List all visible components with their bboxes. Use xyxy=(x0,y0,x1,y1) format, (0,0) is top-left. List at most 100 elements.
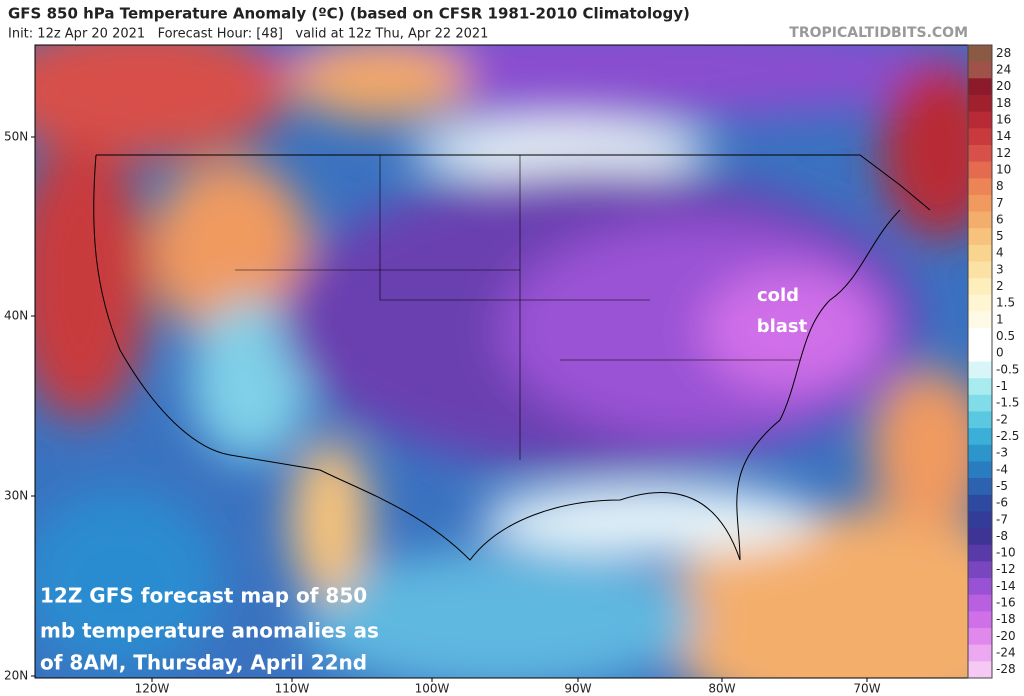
colorbar-label: -10 xyxy=(996,546,1016,560)
colorbar-label: 2 xyxy=(996,279,1004,293)
colorbar-segment xyxy=(968,261,992,279)
subtitle: Init: 12z Apr 20 2021 Forecast Hour: [48… xyxy=(8,27,488,42)
colorbar-label: -8 xyxy=(996,529,1008,543)
colorbar-label: -1 xyxy=(996,379,1008,393)
colorbar-segment xyxy=(968,161,992,179)
state-lines xyxy=(235,155,800,460)
colorbar-segment xyxy=(968,78,992,96)
lon-label: 120W xyxy=(135,682,170,696)
colorbar-label: 18 xyxy=(996,96,1011,110)
lat-label: 40N xyxy=(4,309,28,323)
colorbar-label: 1 xyxy=(996,312,1004,326)
coastline xyxy=(93,154,901,561)
colorbar-segment xyxy=(968,461,992,479)
colorbar-label: -2 xyxy=(996,412,1008,426)
colorbar-label: -16 xyxy=(996,596,1016,610)
colorbar-label: 4 xyxy=(996,246,1004,260)
colorbar-segment xyxy=(968,294,992,313)
colorbar-segment xyxy=(968,544,992,562)
colorbar-segment xyxy=(968,561,992,579)
colorbar-segment xyxy=(968,444,992,462)
colorbar-label: -14 xyxy=(996,579,1016,593)
watermark: TROPICALTIDBITS.COM xyxy=(789,25,968,41)
colorbar-segment xyxy=(968,428,992,446)
annotation: cold xyxy=(757,285,799,306)
lat-label: 20N xyxy=(4,669,28,683)
lon-label: 90W xyxy=(564,682,591,696)
colorbar-label: -4 xyxy=(996,462,1008,476)
colorbar-segment xyxy=(968,311,992,329)
colorbar-segment xyxy=(968,378,992,396)
colorbar-label: 10 xyxy=(996,162,1011,176)
colorbar-label: -5 xyxy=(996,479,1008,493)
colorbar-label: 0 xyxy=(996,346,1004,360)
colorbar-label: 5 xyxy=(996,229,1004,243)
colorbar-label: -28 xyxy=(996,662,1016,676)
colorbar-segment xyxy=(968,644,992,662)
lon-label: 80W xyxy=(708,682,735,696)
colorbar-label: -1.5 xyxy=(996,396,1019,410)
lon-label: 70W xyxy=(853,682,880,696)
lat-label: 30N xyxy=(4,489,28,503)
colorbar-segment xyxy=(968,45,992,63)
colorbar-segment xyxy=(968,528,992,546)
caption-line: mb temperature anomalies as xyxy=(40,619,379,643)
colorbar-label: 14 xyxy=(996,129,1011,143)
colorbar-frame xyxy=(967,44,993,679)
colorbar-segment xyxy=(968,244,992,263)
colorbar-segment xyxy=(968,578,992,596)
colorbar-segment xyxy=(968,478,992,496)
colorbar-segment xyxy=(968,128,992,146)
colorbar-label: -0.5 xyxy=(996,362,1019,376)
colorbar-segment xyxy=(968,628,992,646)
boundaries xyxy=(93,154,931,561)
border-line xyxy=(96,154,931,211)
title: GFS 850 hPa Temperature Anomaly (ºC) (ba… xyxy=(8,5,690,23)
lat-label: 50N xyxy=(4,130,28,144)
colorbar-label: -7 xyxy=(996,512,1008,526)
colorbar-segment xyxy=(968,194,992,213)
colorbar-segment xyxy=(968,394,992,412)
coordinate-labels: 50N 40N 30N 20N 120W 110W 100W 90W 80W 70W xyxy=(4,130,881,696)
colorbar-segment xyxy=(968,361,992,379)
caption-line: 12Z GFS forecast map of 850 xyxy=(40,584,367,608)
colorbar-label: -20 xyxy=(996,629,1016,643)
colorbar-label: -3 xyxy=(996,446,1008,460)
colorbar: 28 24 20 18 16 14 12 10 8 7 6 5 4 3 2 1.5 1 0.5 0 -0.5 -1 -1.… xyxy=(967,44,1019,679)
colorbar-label: 3 xyxy=(996,262,1004,276)
lon-label: 100W xyxy=(415,682,450,696)
colorbar-segment xyxy=(968,111,992,129)
colorbar-label: -12 xyxy=(996,562,1016,576)
colorbar-segment xyxy=(968,144,992,163)
colorbar-label: 7 xyxy=(996,196,1004,210)
colorbar-segment xyxy=(968,511,992,529)
colorbar-segment xyxy=(968,328,992,346)
colorbar-label: -24 xyxy=(996,646,1016,660)
caption-line: of 8AM, Thursday, April 22nd xyxy=(40,651,367,675)
colorbar-label: 20 xyxy=(996,79,1011,93)
colorbar-segment xyxy=(968,494,992,512)
colorbar-label: 16 xyxy=(996,112,1011,126)
map-field: cold blast 12Z GFS forecast map of 850 m… xyxy=(35,45,968,678)
colorbar-segment xyxy=(968,61,992,79)
colorbar-label: 8 xyxy=(996,179,1004,193)
colorbar-label: 24 xyxy=(996,62,1011,76)
lon-label: 110W xyxy=(275,682,310,696)
colorbar-label: -6 xyxy=(996,496,1008,510)
colorbar-segment xyxy=(968,611,992,629)
colorbar-segment xyxy=(968,411,992,429)
colorbar-label: -18 xyxy=(996,612,1016,626)
annotation: blast xyxy=(757,316,808,337)
colorbar-label: 0.5 xyxy=(996,329,1015,343)
colorbar-label: 28 xyxy=(996,46,1011,60)
colorbar-segment xyxy=(968,278,992,296)
colorbar-segment xyxy=(968,211,992,229)
colorbar-segment xyxy=(968,228,992,246)
colorbar-label: 6 xyxy=(996,212,1004,226)
colorbar-segment xyxy=(968,94,992,113)
colorbar-label: -2.5 xyxy=(996,429,1019,443)
colorbar-label: 1.5 xyxy=(996,296,1015,310)
colorbar-segment xyxy=(968,661,992,679)
colorbar-label: 12 xyxy=(996,146,1011,160)
